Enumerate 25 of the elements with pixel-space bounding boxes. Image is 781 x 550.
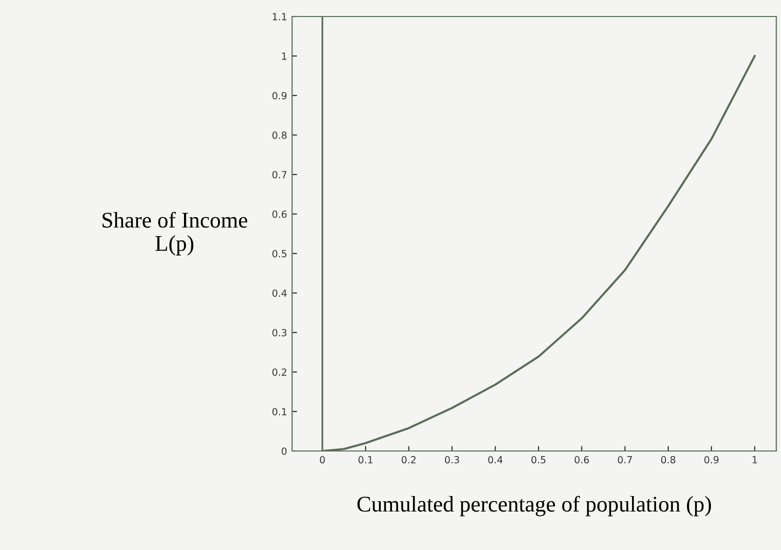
y-tick-label: 0 bbox=[282, 447, 287, 455]
x-tick-label: 0.1 bbox=[358, 456, 372, 464]
x-tick-label: 0.6 bbox=[574, 456, 589, 464]
x-tick-label: 0.4 bbox=[488, 456, 502, 464]
y-tick-label: 0.3 bbox=[272, 328, 286, 336]
y-tick-label: 0.1 bbox=[272, 408, 286, 416]
y-tick-label: 0.8 bbox=[272, 131, 287, 139]
x-tick-label: 1 bbox=[752, 456, 757, 464]
x-tick-label: 0.2 bbox=[402, 456, 416, 464]
y-tick-label: 1.1 bbox=[272, 13, 286, 20]
x-tick-label: 0.8 bbox=[661, 456, 676, 464]
x-tick-label: 0.3 bbox=[444, 456, 460, 464]
y-tick-label: 0.4 bbox=[272, 289, 287, 297]
x-tick-label: 0.5 bbox=[531, 456, 546, 464]
y-tick-label: 0.5 bbox=[272, 250, 286, 258]
y-axis-title: Share of Income L(p) bbox=[102, 212, 248, 256]
x-tick-label: 0.7 bbox=[618, 456, 632, 464]
x-tick-label: 0 bbox=[320, 456, 325, 464]
y-tick-label: 1 bbox=[282, 52, 286, 60]
y-tick-label: 0.9 bbox=[272, 92, 287, 100]
x-axis-title: Cumulated percentage of population (p) bbox=[357, 496, 711, 516]
y-tick-label: 0.2 bbox=[272, 368, 286, 376]
y-tick-label: 0.6 bbox=[272, 210, 287, 218]
y-tick-label: 0.7 bbox=[272, 170, 286, 178]
x-tick-label: 0.9 bbox=[704, 456, 719, 464]
